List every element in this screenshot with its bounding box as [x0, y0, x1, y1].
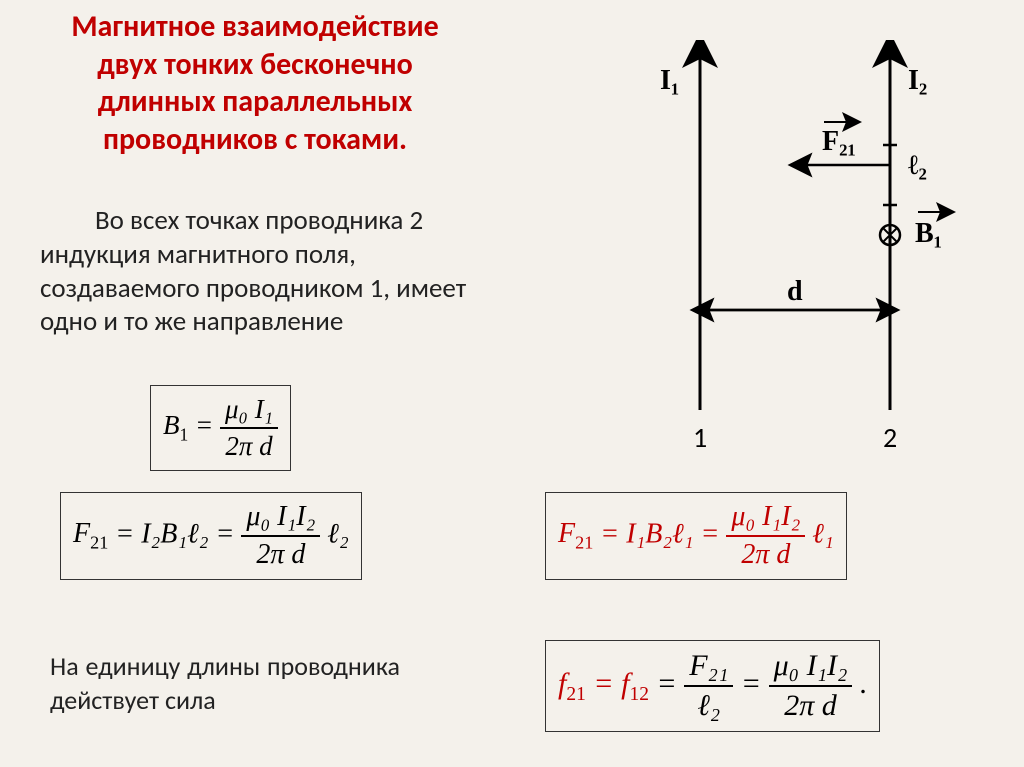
f12-num1: F₂₁	[684, 649, 733, 687]
label-B1: B₁	[915, 218, 942, 250]
f21b-lhs: F21	[558, 518, 600, 549]
f12-den2: 2π d	[769, 687, 853, 723]
f21a-tail: ℓ₂	[327, 518, 348, 549]
f12-num2: μ₀ I₁I₂	[769, 649, 853, 687]
b1-denominator: 2π d	[220, 429, 278, 462]
label-l2: ℓ₂	[908, 150, 927, 182]
f12-frac1: F₂₁ ℓ₂	[684, 649, 733, 723]
bottom-paragraph: На единицу длины проводника действует си…	[50, 650, 400, 718]
label-I2: I₂	[908, 65, 927, 97]
f12-frac2: μ₀ I₁I₂ 2π d	[769, 649, 853, 723]
f12-eq: =	[656, 667, 676, 700]
wire-number-2: 2	[883, 420, 897, 455]
f12-den1: ℓ₂	[684, 687, 733, 723]
label-d: d	[787, 276, 803, 308]
f12-eq2: =	[741, 667, 769, 700]
diagram-svg	[590, 40, 970, 470]
label-I1: I₁	[660, 65, 679, 97]
formula-f12: f21 = f12 = F₂₁ ℓ₂ = μ₀ I₁I₂ 2π d .	[545, 640, 880, 732]
body-paragraph: Во всех точках проводника 2 индукция маг…	[40, 204, 470, 339]
f21a-lhs: F21	[73, 518, 115, 549]
f21b-fraction: μ₀ I₁I₂ 2π d	[726, 501, 805, 571]
b1-fraction: μ₀ I₁ 2π d	[220, 394, 278, 462]
f21b-num: μ₀ I₁I₂	[726, 501, 805, 537]
f12-dot: .	[860, 667, 868, 700]
formula-f21-right: F21 = I₁B₂ℓ₁ = μ₀ I₁I₂ 2π d ℓ₁	[545, 492, 847, 580]
formula-b1: B1 = μ₀ I₁ 2π d	[150, 385, 291, 471]
b1-lhs: B1 =	[163, 410, 220, 440]
formula-f21-left: F21 = I₂B₁ℓ₂ = μ₀ I₁I₂ 2π d ℓ₂	[60, 492, 362, 580]
f21b-mid: = I₁B₂ℓ₁ =	[600, 518, 719, 549]
label-F21: F₂₁	[822, 126, 856, 158]
parallel-wires-diagram: I₁ I₂ F₂₁ ℓ₂ B₁ d 1 2	[590, 40, 970, 470]
b1-numerator: μ₀ I₁	[220, 394, 278, 429]
slide-title: Магнитное взаимодействие двух тонких бес…	[40, 8, 470, 158]
f21a-num: μ₀ I₁I₂	[241, 501, 320, 537]
f12-lhs: f21 = f12	[558, 667, 649, 700]
f21a-fraction: μ₀ I₁I₂ 2π d	[241, 501, 320, 571]
f21a-mid: = I₂B₁ℓ₂ =	[115, 518, 234, 549]
f21b-tail: ℓ₁	[812, 518, 833, 549]
f21b-den: 2π d	[726, 537, 805, 571]
wire-number-1: 1	[693, 420, 707, 455]
f21a-den: 2π d	[241, 537, 320, 571]
